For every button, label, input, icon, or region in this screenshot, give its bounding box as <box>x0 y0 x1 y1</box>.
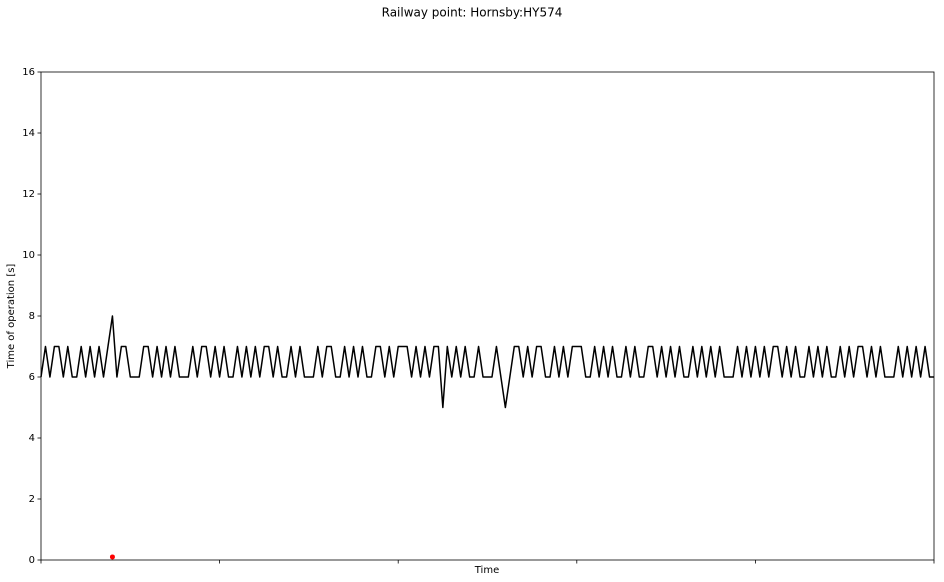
y-tick-label: 16 <box>22 67 35 78</box>
x-axis-label: Time <box>474 565 499 576</box>
y-tick-label: 2 <box>29 494 35 505</box>
y-tick-label: 4 <box>29 433 35 444</box>
y-tick-label: 8 <box>29 311 35 322</box>
y-tick-label: 12 <box>22 189 35 200</box>
plot-frame <box>40 71 935 561</box>
point <box>109 554 115 560</box>
y-tick-label: 6 <box>29 372 35 383</box>
y-tick-label: 14 <box>22 128 35 139</box>
y-tick-label: 0 <box>29 555 35 566</box>
y-tick-label: 10 <box>22 250 35 261</box>
data-line <box>40 315 934 409</box>
chart-title: Railway point: Hornsby:HY574 <box>382 6 563 20</box>
y-axis-label: Time of operation [s] <box>6 264 17 370</box>
